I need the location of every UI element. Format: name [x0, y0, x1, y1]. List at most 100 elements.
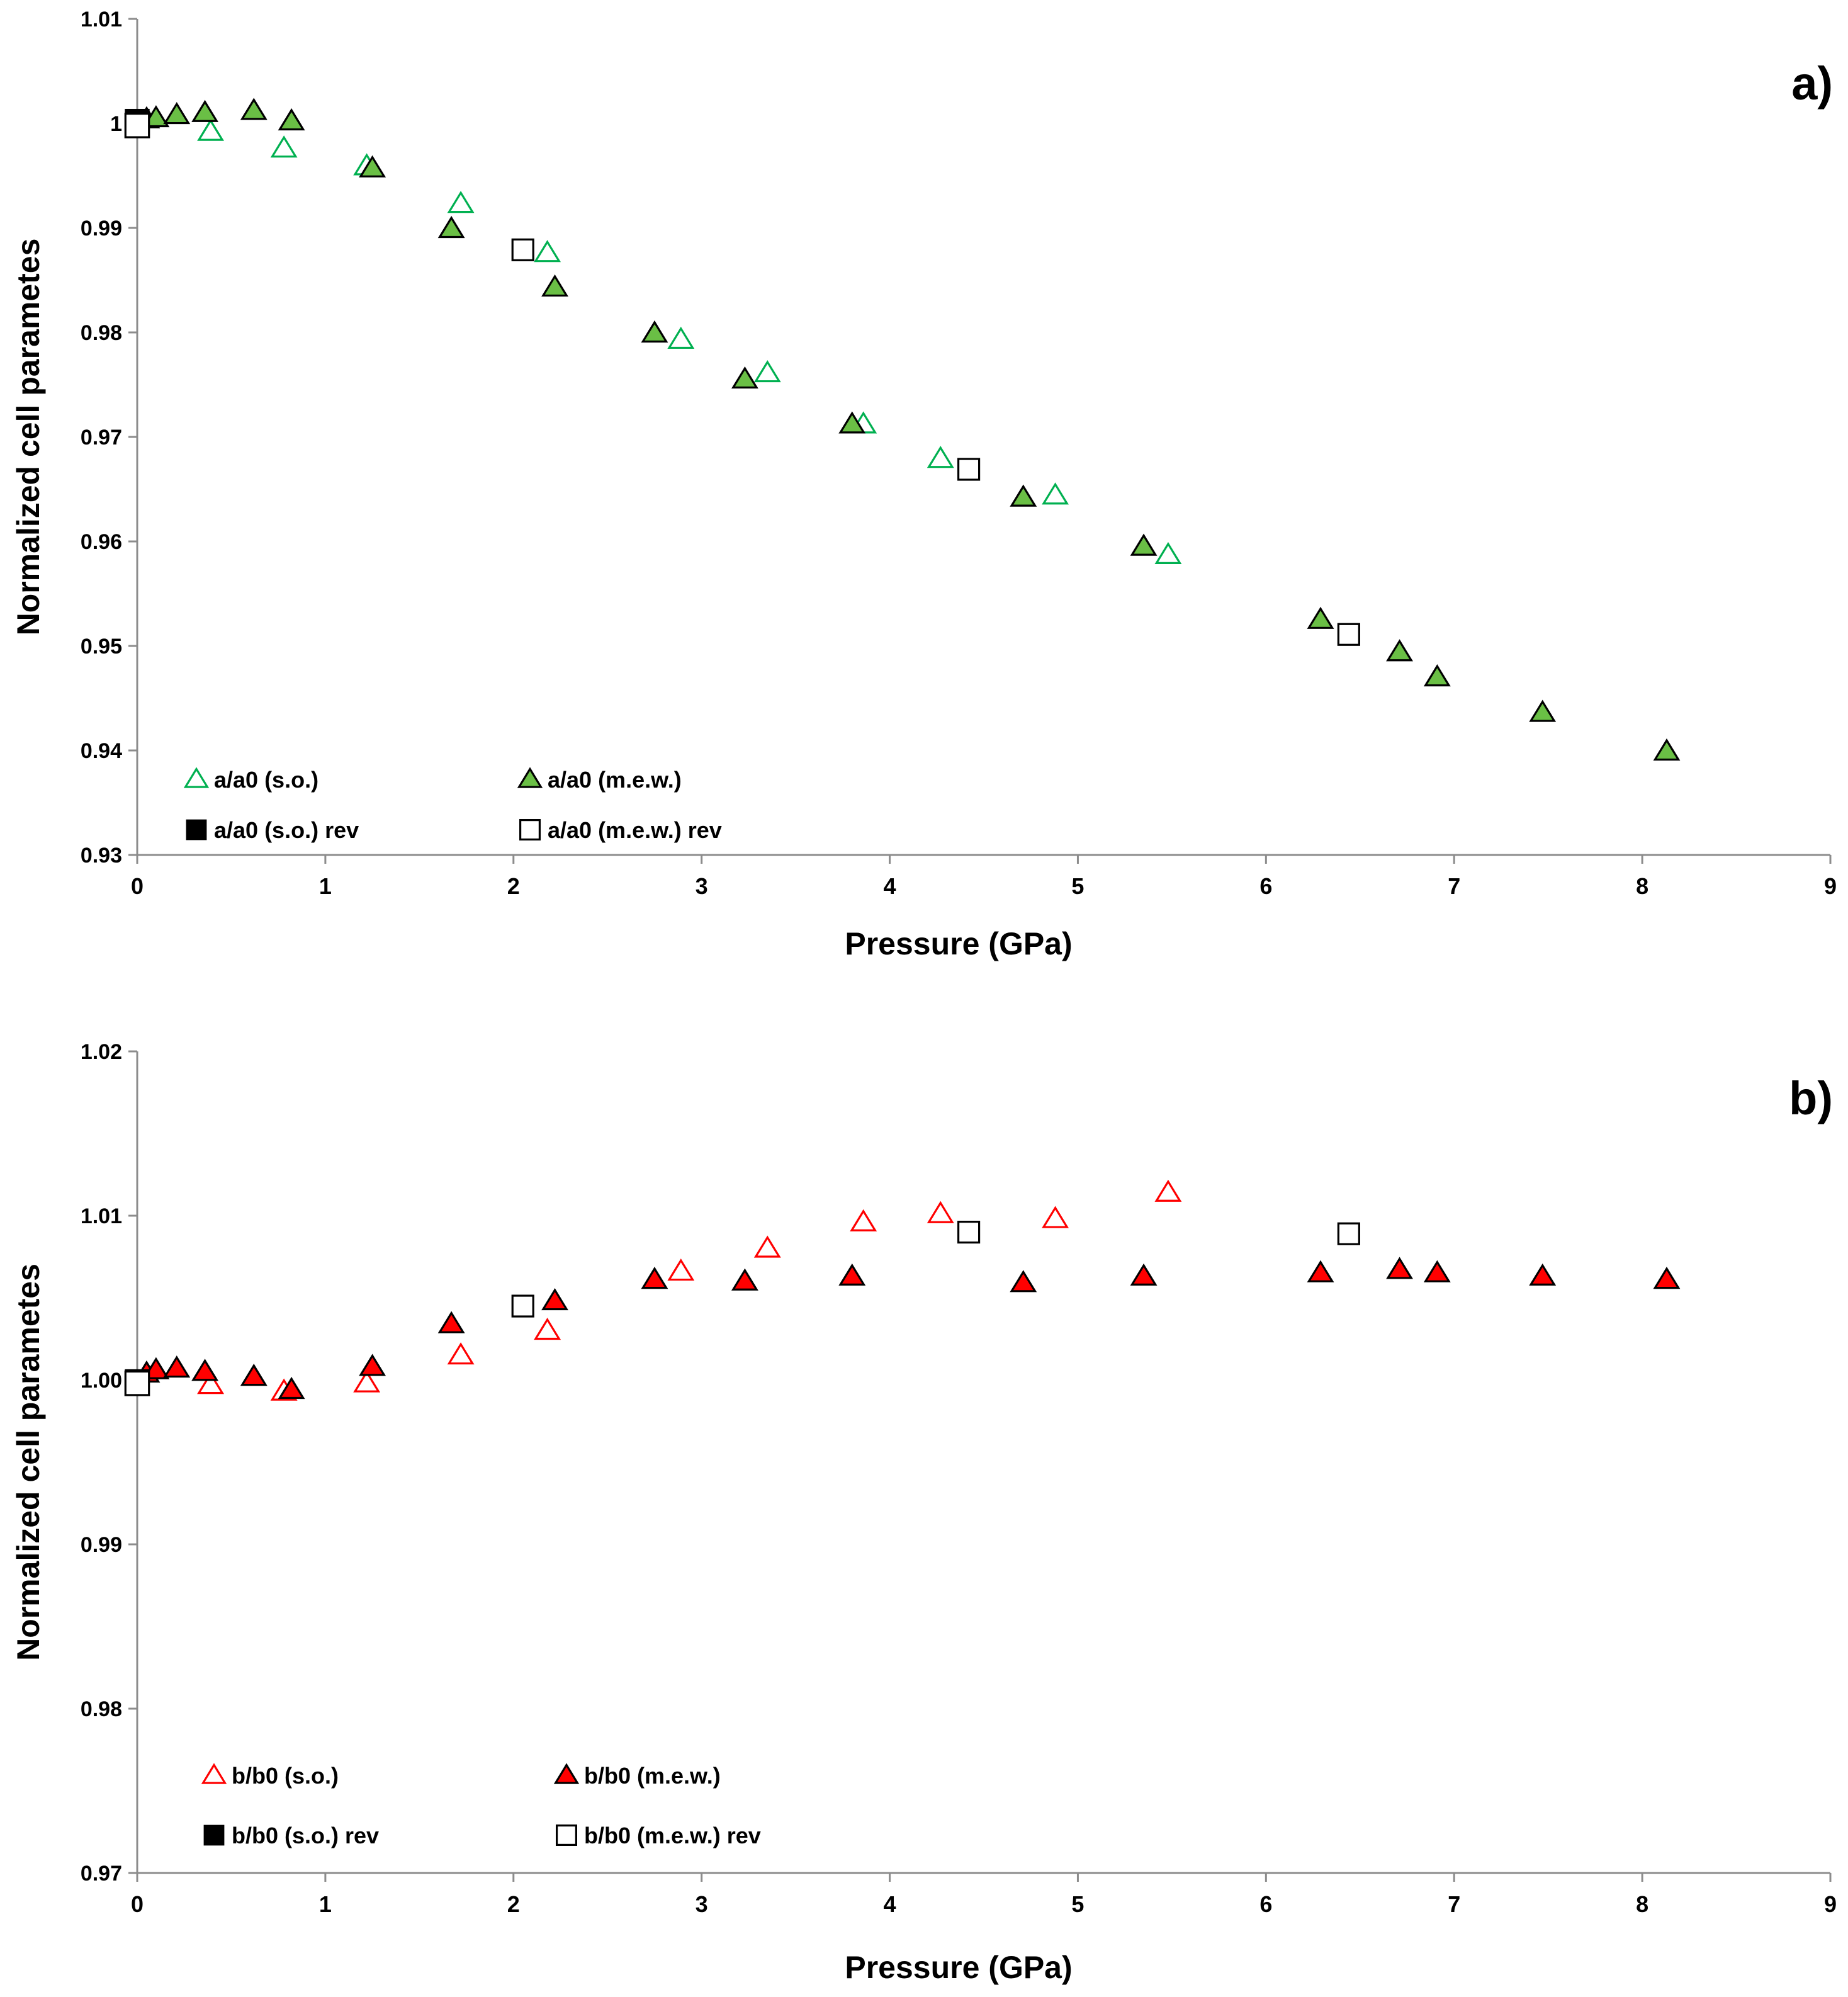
panel-1-x-tick-label: 1	[319, 1891, 332, 1917]
panel-1-legend-label-0: b/b0 (s.o.)	[232, 1763, 339, 1789]
panel-1-series-0-point	[850, 1209, 877, 1231]
panel-1-series-1-point	[838, 1263, 866, 1286]
panel-0-series-0-point	[753, 359, 781, 383]
panel-1-series-1-point	[641, 1267, 668, 1289]
panel-0-y-tick-label: 0.95	[81, 635, 122, 659]
panel-1-series-0-point	[753, 1235, 781, 1258]
panel-0-series-1-point	[1423, 664, 1451, 687]
panel-0-series-1-point	[731, 366, 758, 389]
panel-1-series-1-point	[142, 1357, 170, 1379]
panel-0-series-3-point	[957, 458, 981, 481]
panel-0-x-tick-label: 5	[1071, 873, 1084, 899]
panel-1-series-0-point	[534, 1317, 561, 1340]
panel-1-y-tick-label: 0.98	[81, 1697, 122, 1721]
panel-0-x-tick-label: 1	[319, 873, 332, 899]
panel-1-x-tick-label: 9	[1824, 1891, 1837, 1917]
panel-1-series-1-point	[240, 1364, 268, 1386]
panel-1-y-tick-label: 1.00	[81, 1369, 122, 1393]
panel-1-legend-label-3: b/b0 (m.e.w.) rev	[584, 1823, 761, 1848]
panel-0-series-1-point	[1010, 484, 1037, 507]
panel-1-legend-label-2: b/b0 (s.o.) rev	[232, 1823, 379, 1848]
panel-1-series-1-point	[278, 1376, 305, 1400]
panel-1-series-0-point	[353, 1370, 381, 1393]
panel-0-series-1-point	[359, 155, 386, 178]
panel-0-legend-label-1: a/a0 (m.e.w.)	[548, 767, 682, 793]
panel-0-x-tick-label: 3	[696, 873, 708, 899]
panel-1-legend-marker-0	[201, 1763, 227, 1784]
panel-0-series-1-point	[1130, 533, 1158, 556]
panel-0-series-1-point	[641, 320, 668, 343]
panel-0-x-tick-label: 7	[1448, 873, 1460, 899]
panel-0-y-tick-label: 0.94	[81, 739, 122, 763]
panel-0-legend-marker-1	[517, 767, 543, 788]
panel-0-x-tick-label: 6	[1259, 873, 1272, 899]
panel-0-series-3-point	[1337, 623, 1360, 646]
panel-0-y-tick-label: 1.01	[81, 8, 122, 31]
panel-1-x-tick-label: 4	[884, 1891, 896, 1917]
panel-1-legend-marker-1	[553, 1763, 580, 1784]
panel-0-x-tick-label: 8	[1636, 873, 1648, 899]
panel-1-x-tick-label: 6	[1259, 1891, 1272, 1917]
panel-0-series-0-point	[534, 240, 561, 263]
panel-1-y-axis-title: Normalized cell parametes	[11, 1264, 46, 1661]
panel-0-y-tick-label: 1	[110, 112, 122, 136]
panel-1-y-tick-label: 0.99	[81, 1533, 122, 1557]
panel-0-series-1-point	[240, 98, 268, 120]
panel-0-series-0-point	[1154, 541, 1182, 565]
panel-1-x-tick-label: 5	[1071, 1891, 1084, 1917]
panel-0-series-0-point	[197, 118, 225, 141]
panel-0-series-0-point	[667, 326, 695, 349]
panel-0-series-1-point	[142, 105, 170, 128]
panel-0-series-0-point	[447, 191, 475, 213]
panel-1-x-tick-label: 7	[1448, 1891, 1460, 1917]
panel-0-series-1-point	[163, 101, 191, 125]
panel-1-series-1-point	[1529, 1263, 1557, 1286]
panel-0-x-tick-label: 9	[1824, 873, 1837, 899]
panel-1-x-tick-label: 8	[1636, 1891, 1648, 1917]
panel-1-series-0-point	[447, 1342, 475, 1365]
panel-0-series-1-point	[838, 411, 866, 434]
panel-0-series-1-point	[1386, 639, 1413, 662]
panel-1-series-1-point	[1423, 1260, 1451, 1282]
panel-1-series-1-point	[541, 1287, 568, 1311]
panel-1-series-1-point	[437, 1311, 465, 1333]
panel-1-y-tick-label: 0.97	[81, 1862, 122, 1886]
panel-0-y-tick-label: 0.99	[81, 217, 122, 240]
panel-1-series-1-point	[191, 1359, 219, 1381]
panel-1-legend-marker-2	[203, 1824, 225, 1846]
panel-0-x-tick-label: 2	[507, 873, 520, 899]
panel-0-series-1-point	[1653, 738, 1681, 761]
panel-1-series-3-point	[1337, 1222, 1360, 1245]
panel-0-legend-label-2: a/a0 (s.o.) rev	[214, 817, 359, 843]
panel-0-y-tick-label: 0.96	[81, 530, 122, 554]
panel-0-series-0-point	[1042, 482, 1069, 505]
panel-0-legend-marker-0	[183, 767, 210, 788]
panel-0-series-1-point	[1307, 606, 1334, 629]
panel-1-legend-marker-3	[555, 1824, 577, 1847]
panel-0-series-1-point	[541, 274, 568, 297]
panel-0-series-1-point	[278, 108, 305, 131]
panel-1-y-tick-label: 1.01	[81, 1204, 122, 1228]
panel-1-x-tick-label: 0	[131, 1891, 144, 1917]
panel-0-series-3-point	[124, 113, 150, 139]
panel-1-series-1-point	[1010, 1270, 1037, 1293]
panel-1-y-tick-label: 1.02	[81, 1040, 122, 1064]
panel-0-y-tick-label: 0.97	[81, 426, 122, 450]
panel-0-x-axis-title: Pressure (GPa)	[845, 926, 1072, 961]
panel-0-legend-label-3: a/a0 (m.e.w.) rev	[548, 817, 722, 843]
panel-1-label: b)	[1789, 1072, 1833, 1124]
panel-1-series-3-point	[511, 1294, 534, 1318]
panel-0-y-tick-label: 0.98	[81, 321, 122, 345]
panel-0-legend-label-0: a/a0 (s.o.)	[214, 767, 318, 793]
panel-1-series-0-point	[927, 1201, 954, 1223]
panel-0-series-3-point	[511, 238, 534, 261]
panel-0-x-tick-label: 0	[131, 873, 144, 899]
panel-1-series-0-point	[1042, 1206, 1069, 1228]
panel-1-series-1-point	[731, 1268, 758, 1291]
panel-0-series-0-point	[270, 135, 298, 158]
panel-1-x-tick-label: 3	[696, 1891, 708, 1917]
panel-1-series-0-point	[1154, 1179, 1182, 1202]
panel-1-series-1-point	[1386, 1257, 1413, 1279]
panel-1-series-0-point	[667, 1258, 695, 1281]
